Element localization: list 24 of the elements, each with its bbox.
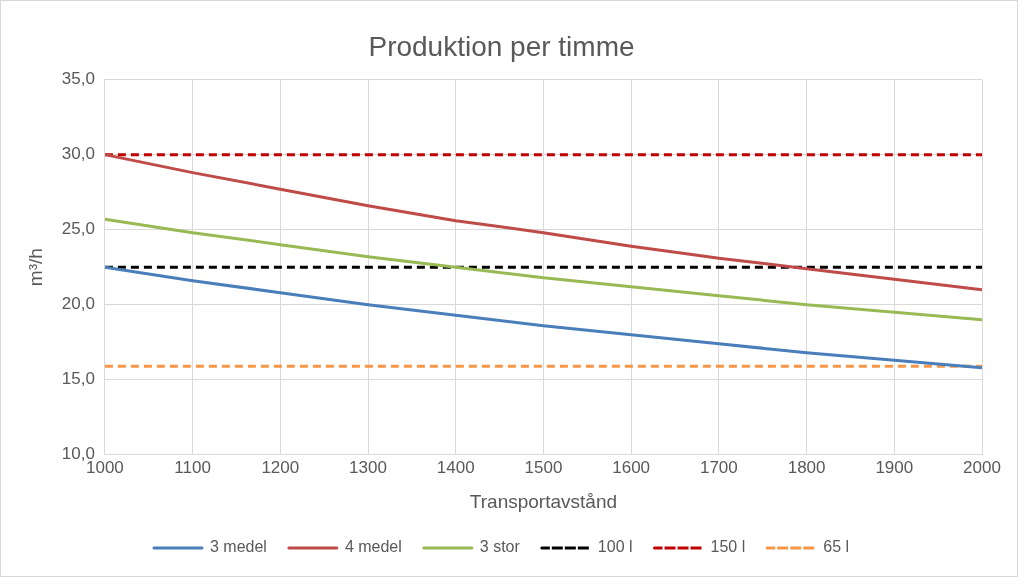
legend-label: 100 l: [597, 538, 633, 556]
legend-label: 150 l: [710, 538, 746, 556]
legend-label: 3 medel: [209, 538, 267, 556]
x-tick-label: 1100: [174, 457, 211, 477]
chart-title: Produktion per timme: [368, 30, 635, 62]
y-tick-label: 20,0: [61, 294, 95, 314]
x-tick-label: 1500: [524, 457, 563, 477]
x-tick-label: 2000: [963, 457, 1001, 477]
x-tick-label: 1900: [875, 457, 914, 477]
x-tick-label: 1800: [787, 457, 826, 477]
legend-label: 3 stor: [479, 538, 521, 556]
x-axis-title: Transportavstånd: [469, 490, 618, 512]
y-tick-label: 30,0: [61, 144, 95, 164]
legend-label: 65 l: [823, 538, 850, 556]
y-tick-label: 15,0: [61, 369, 95, 389]
x-tick-label: 1700: [699, 457, 738, 477]
legend-label: 4 medel: [344, 538, 402, 556]
y-tick-label: 35,0: [61, 69, 95, 89]
x-tick-label: 1200: [261, 457, 300, 477]
x-tick-label: 1300: [349, 457, 387, 477]
y-tick-label: 25,0: [61, 219, 95, 239]
x-tick-label: 1400: [436, 457, 475, 477]
x-tick-label: 1600: [612, 457, 651, 477]
y-axis-title: m³/h: [24, 248, 46, 287]
